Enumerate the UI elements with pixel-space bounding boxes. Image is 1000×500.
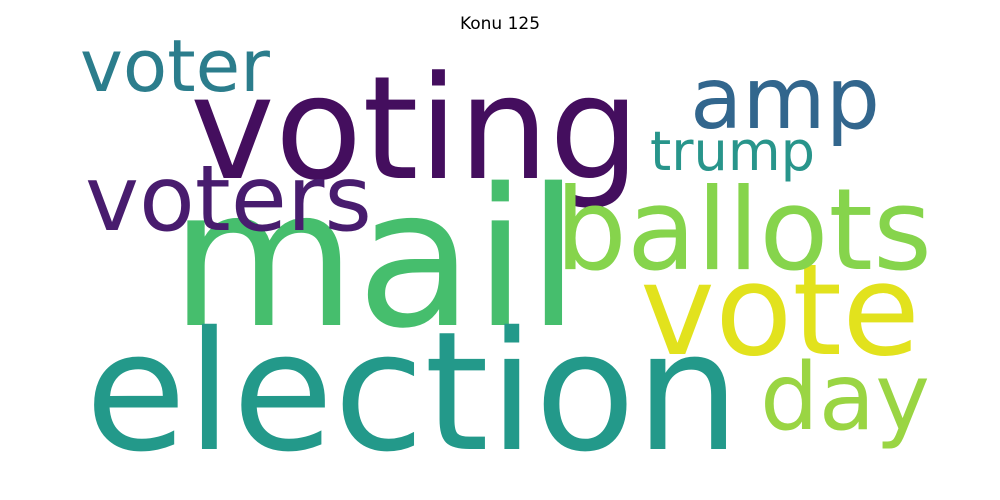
cloud-word-election: election [85, 296, 740, 489]
cloud-word-trump: trump [650, 119, 815, 183]
cloud-word-voter: voter [80, 25, 270, 110]
cloud-word-vote: vote [640, 235, 920, 384]
cloud-word-ballots: ballots [555, 164, 932, 297]
cloud-word-amp: amp [690, 50, 880, 150]
figure-title: Konu 125 [459, 14, 541, 34]
cloud-word-voting: voting [190, 45, 640, 213]
cloud-word-day: day [760, 343, 930, 452]
cloud-word-voters: voters [85, 144, 372, 252]
cloud-word-mail: mail [170, 148, 580, 372]
